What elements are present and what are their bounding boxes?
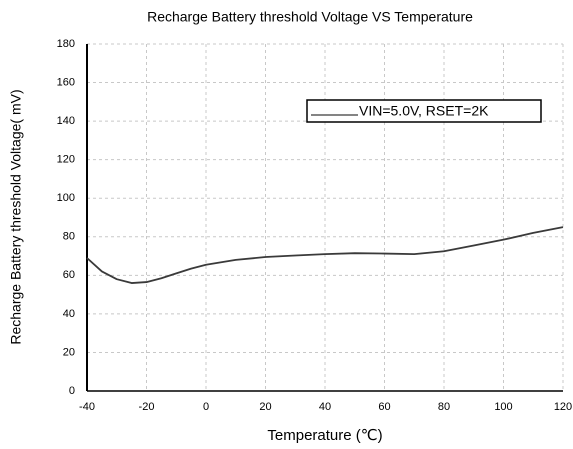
x-tick-label: 80 [438,401,450,413]
legend-label: VIN=5.0V, RSET=2K [359,103,489,119]
data-line [86,226,564,284]
legend-box [306,99,542,123]
y-tick-label: 60 [63,269,75,281]
y-tick-label: 80 [63,231,75,243]
x-tick-label: 120 [554,401,572,413]
chart-title: Recharge Battery threshold Voltage VS Te… [147,9,473,25]
x-tick-label: 20 [259,401,271,413]
x-tick-label: 0 [203,401,209,413]
y-tick-label: 40 [63,308,75,320]
x-tick-label: 100 [494,401,512,413]
x-tick-label: -40 [79,401,95,413]
y-tick-label: 100 [57,192,75,204]
y-tick-label: 160 [57,76,75,88]
y-tick-label: 120 [57,154,75,166]
x-tick-label: 40 [319,401,331,413]
x-tick-label: 60 [378,401,390,413]
y-tick-label: 20 [63,346,75,358]
y-tick-label: 140 [57,115,75,127]
x-tick-label: -20 [139,401,155,413]
x-axis-label: Temperature (℃) [267,427,382,444]
y-tick-label: 0 [69,385,75,397]
y-tick-label: 180 [57,38,75,50]
y-axis-label: Recharge Battery threshold Voltage( mV) [8,89,24,344]
